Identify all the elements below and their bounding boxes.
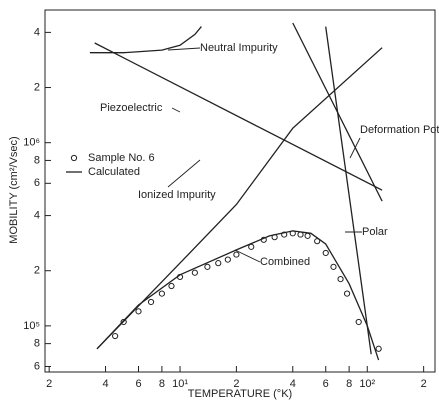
label-arrow [167, 159, 201, 188]
x-tick-label: 10² [359, 378, 375, 390]
data-point [120, 318, 127, 326]
curve-label: Polar [362, 226, 388, 238]
y-tick-label: 10⁵ [23, 320, 40, 332]
data-point [375, 345, 382, 352]
x-tick-label: 8 [346, 378, 352, 390]
curve [94, 42, 383, 191]
curve [96, 230, 380, 361]
legend-label: Sample No. 6 [88, 152, 155, 164]
data-point [224, 256, 231, 263]
data-point [330, 263, 337, 270]
x-tick-label: 4 [102, 378, 108, 390]
curve-label: Piezoelectric [100, 102, 163, 114]
x-tick-label: 6 [135, 378, 141, 390]
data-point [233, 251, 240, 258]
data-point [215, 260, 222, 267]
y-tick-label: 4 [34, 26, 40, 38]
y-tick-label: 6 [34, 360, 40, 372]
y-tick-label: 8 [34, 154, 40, 166]
x-axis-title: TEMPERATURE (°K) [188, 388, 292, 400]
x-tick-label: 6 [323, 378, 329, 390]
x-tick-label: 2 [46, 378, 52, 390]
curve-label: Ionized Impurity [138, 189, 216, 201]
curve-label: Neutral Impurity [200, 42, 278, 54]
data-point [191, 269, 198, 276]
data-point [204, 263, 211, 270]
x-tick-label: 4 [290, 378, 296, 390]
plot-frame [44, 9, 436, 373]
label-arrow [167, 47, 201, 51]
data-point [135, 308, 142, 315]
y-tick-label: 10⁶ [23, 137, 40, 149]
x-tick-label: 2 [233, 378, 239, 390]
curve-label: Combined [260, 256, 310, 268]
data-point [355, 318, 362, 326]
data-point [168, 282, 175, 290]
curve [96, 47, 383, 350]
x-tick-label: 8 [159, 378, 165, 390]
y-tick-label: 6 [34, 177, 40, 189]
label-arrow [234, 249, 261, 263]
y-tick-label: 8 [34, 338, 40, 350]
y-tick-label: 2 [34, 265, 40, 277]
data-point [304, 232, 311, 239]
x-tick-label: 2 [421, 378, 427, 390]
label-arrow [349, 137, 361, 159]
data-point [343, 290, 351, 297]
legend-marker [70, 154, 78, 162]
legend-label: Calculated [88, 166, 140, 178]
data-point [322, 249, 329, 257]
y-tick-label: 2 [34, 81, 40, 93]
curve-label: Deformation Potential [360, 124, 439, 136]
data-point [337, 276, 344, 283]
curve [325, 26, 372, 355]
label-arrow [171, 107, 181, 113]
data-point [281, 231, 288, 238]
data-point [158, 290, 165, 297]
data-point [147, 298, 155, 306]
curve [89, 26, 202, 54]
y-tick-label: 4 [34, 209, 40, 221]
x-tick-label: 10¹ [172, 378, 188, 390]
data-point [112, 332, 119, 340]
y-axis-title: MOBILITY (cm²/Vsec) [8, 136, 20, 243]
